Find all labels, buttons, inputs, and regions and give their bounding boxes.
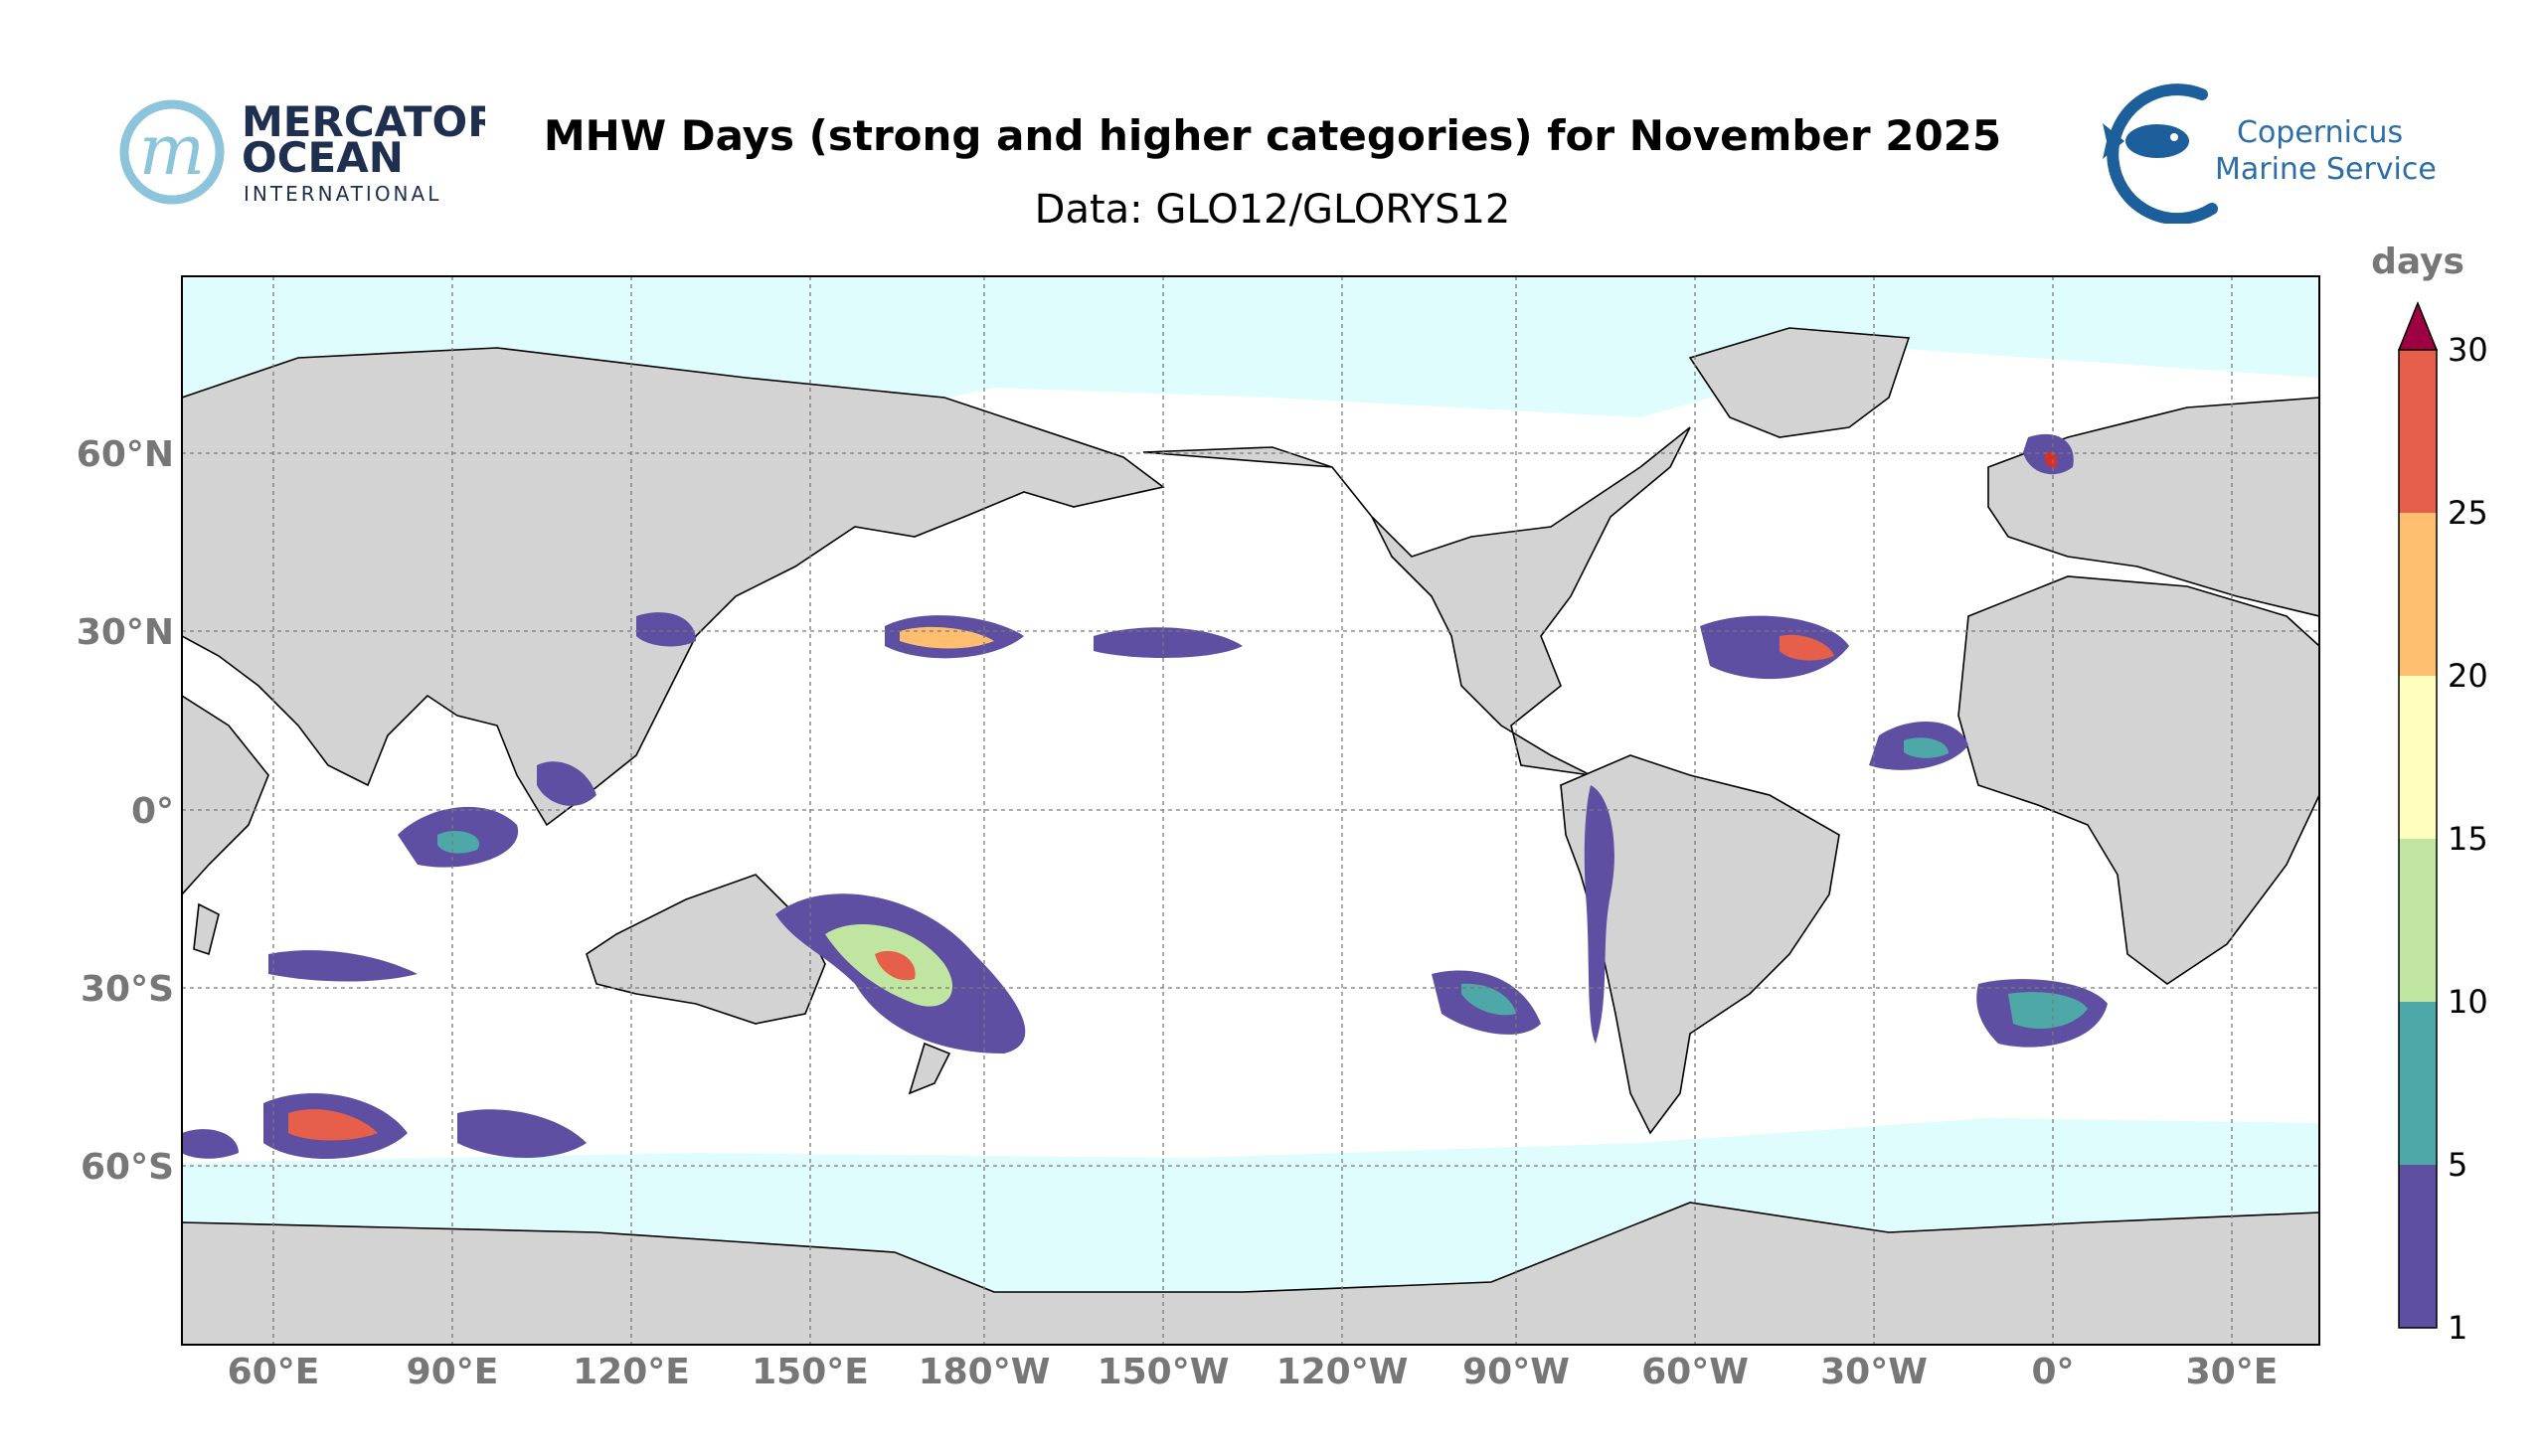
lat-label: 0° xyxy=(131,791,174,832)
mercator-mark: m xyxy=(139,109,205,191)
landmass-antarctica xyxy=(182,1202,2319,1345)
graticule xyxy=(182,276,2319,1345)
lon-label: 180°W xyxy=(919,1352,1051,1392)
colorbar-extend-arrow xyxy=(2397,300,2439,351)
lon-label: 90°E xyxy=(407,1352,499,1392)
colorbar-tick: 10 xyxy=(2448,983,2488,1021)
lat-label: 30°N xyxy=(77,612,174,653)
colorbar-bin xyxy=(2399,676,2437,839)
lon-label: 150°W xyxy=(1098,1352,1230,1392)
mercator-ocean-logo: m MERCATOR OCEAN INTERNATIONAL xyxy=(119,97,485,206)
colorbar-bin xyxy=(2399,1002,2437,1165)
lon-label: 0° xyxy=(2031,1352,2074,1392)
colorbar-label: days xyxy=(2371,242,2464,282)
colorbar-bin xyxy=(2399,1165,2437,1328)
mhw-anomaly-layer xyxy=(182,433,2108,1160)
latitude-labels: 60°N 30°N 0° 30°S 60°S xyxy=(77,434,174,1188)
colorbar-tick: 15 xyxy=(2448,820,2488,858)
lon-label: 60°E xyxy=(228,1352,320,1392)
land-layer xyxy=(182,327,2319,1345)
map-area xyxy=(182,276,2319,1345)
landmass-madagascar xyxy=(193,902,220,956)
colorbar-tick: 25 xyxy=(2448,494,2488,532)
landmass-greenland xyxy=(1688,327,1911,438)
colorbar: days 1 5 10 15 20 25 30 xyxy=(2371,242,2488,1347)
map-frame xyxy=(181,275,2320,1346)
lat-label: 60°S xyxy=(81,1147,174,1188)
landmass-north-america xyxy=(1142,426,1691,776)
lon-label: 30°E xyxy=(2186,1352,2279,1392)
lon-label: 120°E xyxy=(573,1352,690,1392)
colorbar-ticks: 1 5 10 15 20 25 30 xyxy=(2448,331,2488,1347)
lon-label: 120°W xyxy=(1276,1352,1409,1392)
mercator-line3: INTERNATIONAL xyxy=(244,182,441,206)
longitude-labels: 60°E 90°E 120°E 150°E 180°W 150°W 120°W … xyxy=(228,1352,2279,1392)
copernicus-marine-logo: Copernicus Marine Service xyxy=(2103,83,2437,224)
mercator-line1: MERCATOR xyxy=(242,97,485,146)
lat-label: 60°N xyxy=(77,434,174,475)
colorbar-tick: 20 xyxy=(2448,657,2488,695)
lon-label: 90°W xyxy=(1462,1352,1570,1392)
lat-label: 30°S xyxy=(81,969,174,1010)
colorbar-tick: 1 xyxy=(2448,1309,2467,1347)
colorbar-tick: 30 xyxy=(2448,331,2488,369)
lon-label: 30°W xyxy=(1820,1352,1928,1392)
landmass-new-zealand xyxy=(908,1042,951,1095)
landmass-australia xyxy=(586,874,826,1025)
colorbar-frame xyxy=(2398,349,2438,1329)
copernicus-line1: Copernicus xyxy=(2237,115,2403,150)
colorbar-bin xyxy=(2399,839,2437,1002)
fish-icon xyxy=(2103,123,2189,159)
colorbar-bin xyxy=(2399,350,2437,513)
lon-label: 150°E xyxy=(752,1352,869,1392)
lon-label: 60°W xyxy=(1641,1352,1749,1392)
colorbar-tick: 5 xyxy=(2448,1146,2467,1184)
landmass-africa-west xyxy=(1957,575,2319,985)
mercator-line2: OCEAN xyxy=(242,133,404,182)
map-title: MHW Days (strong and higher categories) … xyxy=(543,111,2002,160)
copernicus-line2: Marine Service xyxy=(2215,152,2437,187)
colorbar-bin xyxy=(2399,513,2437,676)
landmass-africa-east xyxy=(182,695,269,896)
landmass-eurasia xyxy=(182,347,1165,827)
map-subtitle: Data: GLO12/GLORYS12 xyxy=(1034,187,1511,233)
